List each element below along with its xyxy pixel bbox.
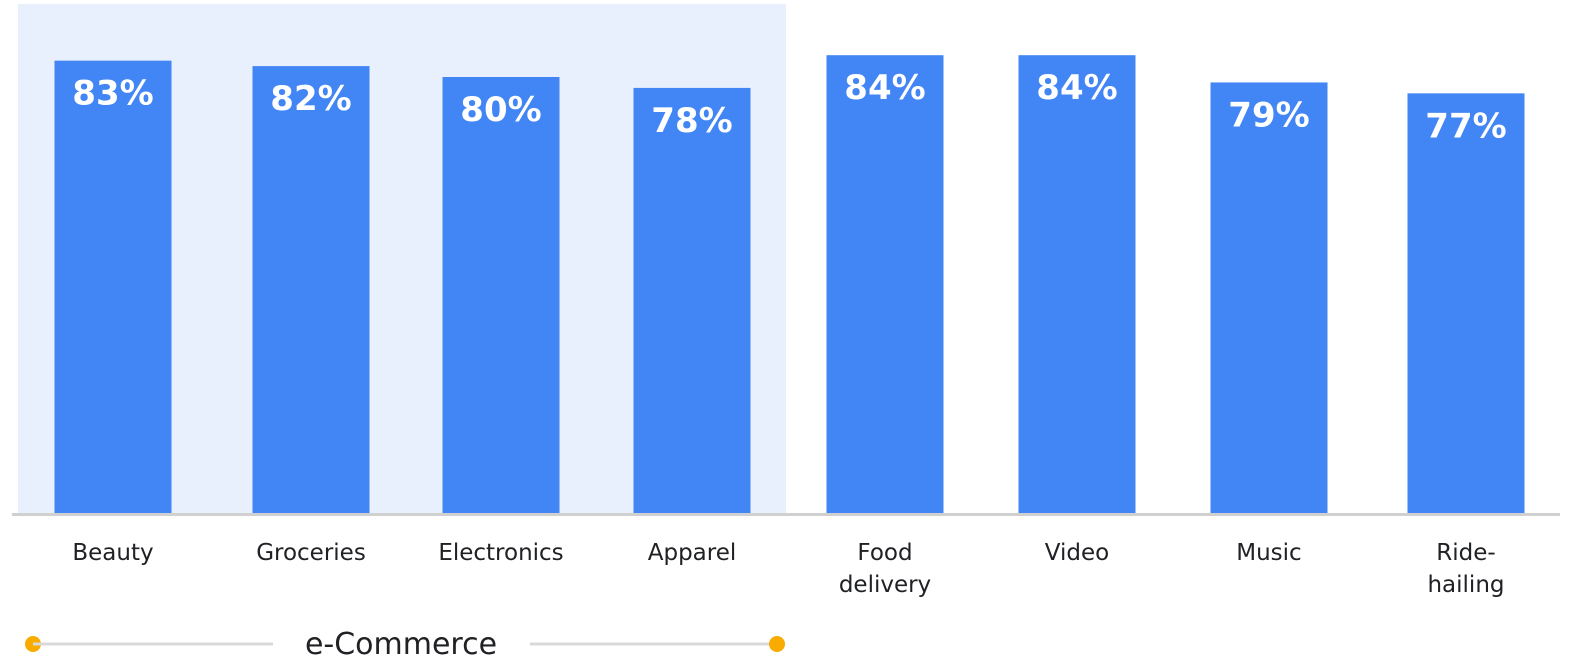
bar-food-delivery: [826, 55, 944, 513]
category-label-groceries: Groceries: [256, 540, 366, 566]
category-label-apparel: Apparel: [648, 540, 737, 566]
bar-apparel: [633, 87, 751, 514]
value-label-groceries: 82%: [270, 79, 351, 119]
bars: [54, 55, 1525, 514]
value-label-beauty: 83%: [72, 74, 153, 114]
value-label-electronics: 80%: [460, 90, 541, 130]
category-label-electronics: Electronics: [438, 540, 563, 566]
value-label-video: 84%: [1036, 68, 1117, 108]
value-label-food-delivery: 84%: [844, 68, 925, 108]
bar-music: [1210, 82, 1328, 513]
bar-video: [1018, 55, 1136, 513]
category-label-music: Music: [1236, 540, 1301, 566]
value-label-music: 79%: [1228, 95, 1309, 135]
category-label-video: Video: [1045, 540, 1109, 566]
group-label: e-Commerce: [305, 627, 497, 661]
category-label-food-delivery: Food delivery: [839, 540, 931, 598]
category-labels: Beauty Groceries Electronics Apparel Food del…: [72, 540, 1504, 598]
category-label-ride-hailing: Ride-hailing: [1427, 540, 1504, 598]
bar-groceries: [252, 66, 370, 513]
value-label-apparel: 78%: [651, 101, 732, 141]
value-labels: 83% 82% 80% 78% 84% 84% 79% 77%: [72, 68, 1506, 146]
group-bracket: e-Commerce: [25, 627, 785, 662]
value-label-ride-hailing: 77%: [1425, 106, 1506, 146]
bar-electronics: [442, 77, 560, 513]
bar-beauty: [54, 60, 172, 514]
bracket-dot-right: [769, 636, 785, 652]
bar-ride-hailing: [1407, 93, 1525, 513]
category-label-beauty: Beauty: [72, 540, 153, 566]
